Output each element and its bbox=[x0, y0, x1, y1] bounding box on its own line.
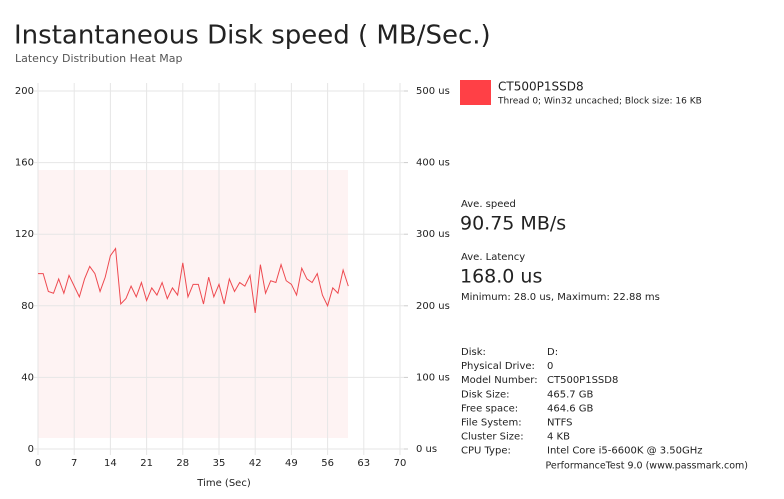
y-tick-label: 40 bbox=[21, 372, 34, 383]
x-tick-label: 56 bbox=[321, 458, 334, 469]
info-label: Physical Drive: bbox=[461, 361, 535, 372]
y-tick-label: 120 bbox=[15, 229, 34, 240]
x-tick-label: 49 bbox=[285, 458, 298, 469]
x-axis-label: Time (Sec) bbox=[196, 478, 251, 489]
y2-tick-label: 200 us bbox=[416, 301, 450, 312]
y2-tick-label: 100 us bbox=[416, 372, 450, 383]
legend-swatch bbox=[460, 80, 491, 105]
y2-tick-label: 300 us bbox=[416, 229, 450, 240]
x-tick-label: 63 bbox=[357, 458, 370, 469]
chart-title: Instantaneous Disk speed ( MB/Sec.) bbox=[14, 21, 491, 51]
x-tick-label: 28 bbox=[176, 458, 189, 469]
y-tick-label: 80 bbox=[21, 301, 34, 312]
x-tick-label: 0 bbox=[35, 458, 41, 469]
info-value: D: bbox=[547, 347, 558, 358]
latency-value: 168.0 us bbox=[460, 266, 542, 288]
info-value: NTFS bbox=[547, 418, 573, 429]
y2-tick-label: 0 us bbox=[416, 444, 437, 455]
series-line bbox=[38, 247, 349, 314]
legend-label: CT500P1SSD8 bbox=[498, 80, 584, 94]
legend-note: Thread 0; Win32 uncached; Block size: 16… bbox=[497, 97, 702, 107]
x-tick-label: 35 bbox=[213, 458, 226, 469]
footer: PerformanceTest 9.0 (www.passmark.com) bbox=[546, 461, 748, 472]
x-tick-label: 7 bbox=[71, 458, 77, 469]
y-tick-label: 160 bbox=[15, 158, 34, 169]
info-value: Intel Core i5-6600K @ 3.50GHz bbox=[547, 446, 703, 457]
latency-label: Ave. Latency bbox=[461, 252, 525, 263]
info-label: CPU Type: bbox=[461, 446, 511, 457]
info-label: Model Number: bbox=[461, 375, 538, 386]
y2-tick-label: 500 us bbox=[416, 86, 450, 97]
info-label: Disk: bbox=[461, 347, 486, 358]
info-label: Cluster Size: bbox=[461, 432, 524, 443]
x-tick-label: 14 bbox=[104, 458, 117, 469]
info-label: Disk Size: bbox=[461, 389, 510, 400]
chart-subtitle: Latency Distribution Heat Map bbox=[15, 52, 182, 65]
latency-range: Minimum: 28.0 us, Maximum: 22.88 ms bbox=[461, 292, 660, 303]
info-value: 4 KB bbox=[547, 432, 570, 443]
speed-label: Ave. speed bbox=[461, 199, 516, 210]
info-value: 0 bbox=[547, 361, 553, 372]
x-tick-label: 70 bbox=[394, 458, 407, 469]
y2-tick-label: 400 us bbox=[416, 158, 450, 169]
x-tick-label: 42 bbox=[249, 458, 262, 469]
info-value: 464.6 GB bbox=[547, 403, 594, 414]
info-value: 465.7 GB bbox=[547, 389, 594, 400]
info-label: Free space: bbox=[461, 403, 518, 414]
speed-value: 90.75 MB/s bbox=[460, 213, 566, 235]
info-value: CT500P1SSD8 bbox=[547, 375, 618, 386]
y-tick-label: 200 bbox=[15, 86, 34, 97]
x-tick-label: 21 bbox=[140, 458, 153, 469]
heat-map bbox=[38, 170, 348, 438]
info-label: File System: bbox=[461, 418, 522, 429]
y-tick-label: 0 bbox=[28, 444, 34, 455]
